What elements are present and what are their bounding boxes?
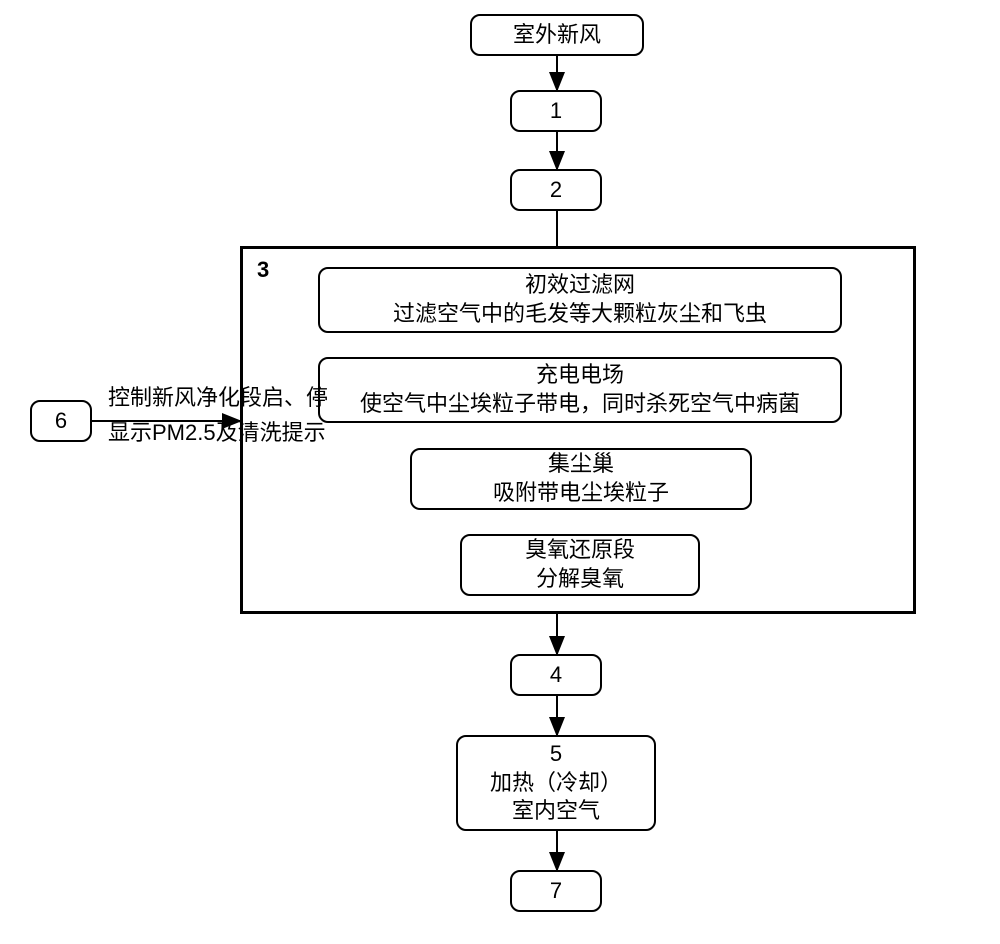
node-1-title: 1 [550,97,562,126]
node-5-desc: 加热（冷却） 室内空气 [490,769,622,826]
node-3c: 集尘巢 吸附带电尘埃粒子 [410,448,752,510]
node-3b-title: 充电电场 [536,361,624,390]
node-3d: 臭氧还原段 分解臭氧 [460,534,700,596]
node-3a-title: 初效过滤网 [525,271,635,300]
node-3a-desc: 过滤空气中的毛发等大颗粒灰尘和飞虫 [393,300,767,329]
node-5: 5 加热（冷却） 室内空气 [456,735,656,831]
container-3-label: 3 [257,257,269,283]
side-label: 控制新风净化段启、停 显示PM2.5及清洗提示 [108,380,328,450]
node-3b-desc: 使空气中尘埃粒子带电，同时杀死空气中病菌 [360,390,800,419]
node-3d-title: 臭氧还原段 [525,536,635,565]
node-4: 4 [510,654,602,696]
node-3d-desc: 分解臭氧 [536,565,624,594]
node-2: 2 [510,169,602,211]
side-label-line1: 控制新风净化段启、停 [108,380,328,415]
node-3a: 初效过滤网 过滤空气中的毛发等大颗粒灰尘和飞虫 [318,267,842,333]
node-start: 室外新风 [470,14,644,56]
side-label-line2: 显示PM2.5及清洗提示 [108,415,328,450]
node-start-title: 室外新风 [513,21,601,50]
node-2-title: 2 [550,176,562,205]
node-4-title: 4 [550,661,562,690]
node-3b: 充电电场 使空气中尘埃粒子带电，同时杀死空气中病菌 [318,357,842,423]
node-6: 6 [30,400,92,442]
node-1: 1 [510,90,602,132]
node-5-title: 5 [550,740,562,769]
node-7: 7 [510,870,602,912]
node-3c-title: 集尘巢 [548,450,614,479]
node-7-title: 7 [550,877,562,906]
node-3c-desc: 吸附带电尘埃粒子 [493,479,669,508]
node-6-title: 6 [55,407,67,436]
